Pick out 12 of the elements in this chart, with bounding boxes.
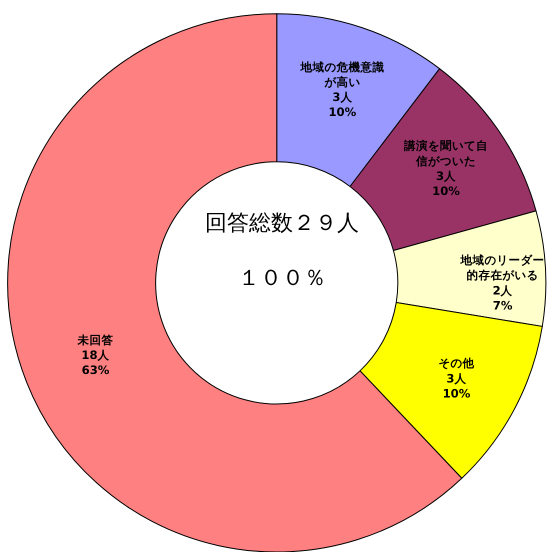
text: 回答総数２９人 [205,211,359,236]
text: １００％ [238,266,326,291]
slice-label: 地域のリーダー的存在がいる [460,253,545,282]
data-label: 3人 10% [328,90,357,120]
data-label: 2人 7% [492,283,514,312]
slice-label: その他 [438,356,476,370]
data-label: 3人 10% [432,168,460,198]
slice-label: 未回答 [76,332,114,347]
slice-label: 講演を聞いて自信がついた [403,138,488,168]
data-label: 3人 10% [442,371,471,400]
data-label: 18人 63% [81,348,111,378]
slice-label: 地域の危機意識が高い [299,60,384,89]
